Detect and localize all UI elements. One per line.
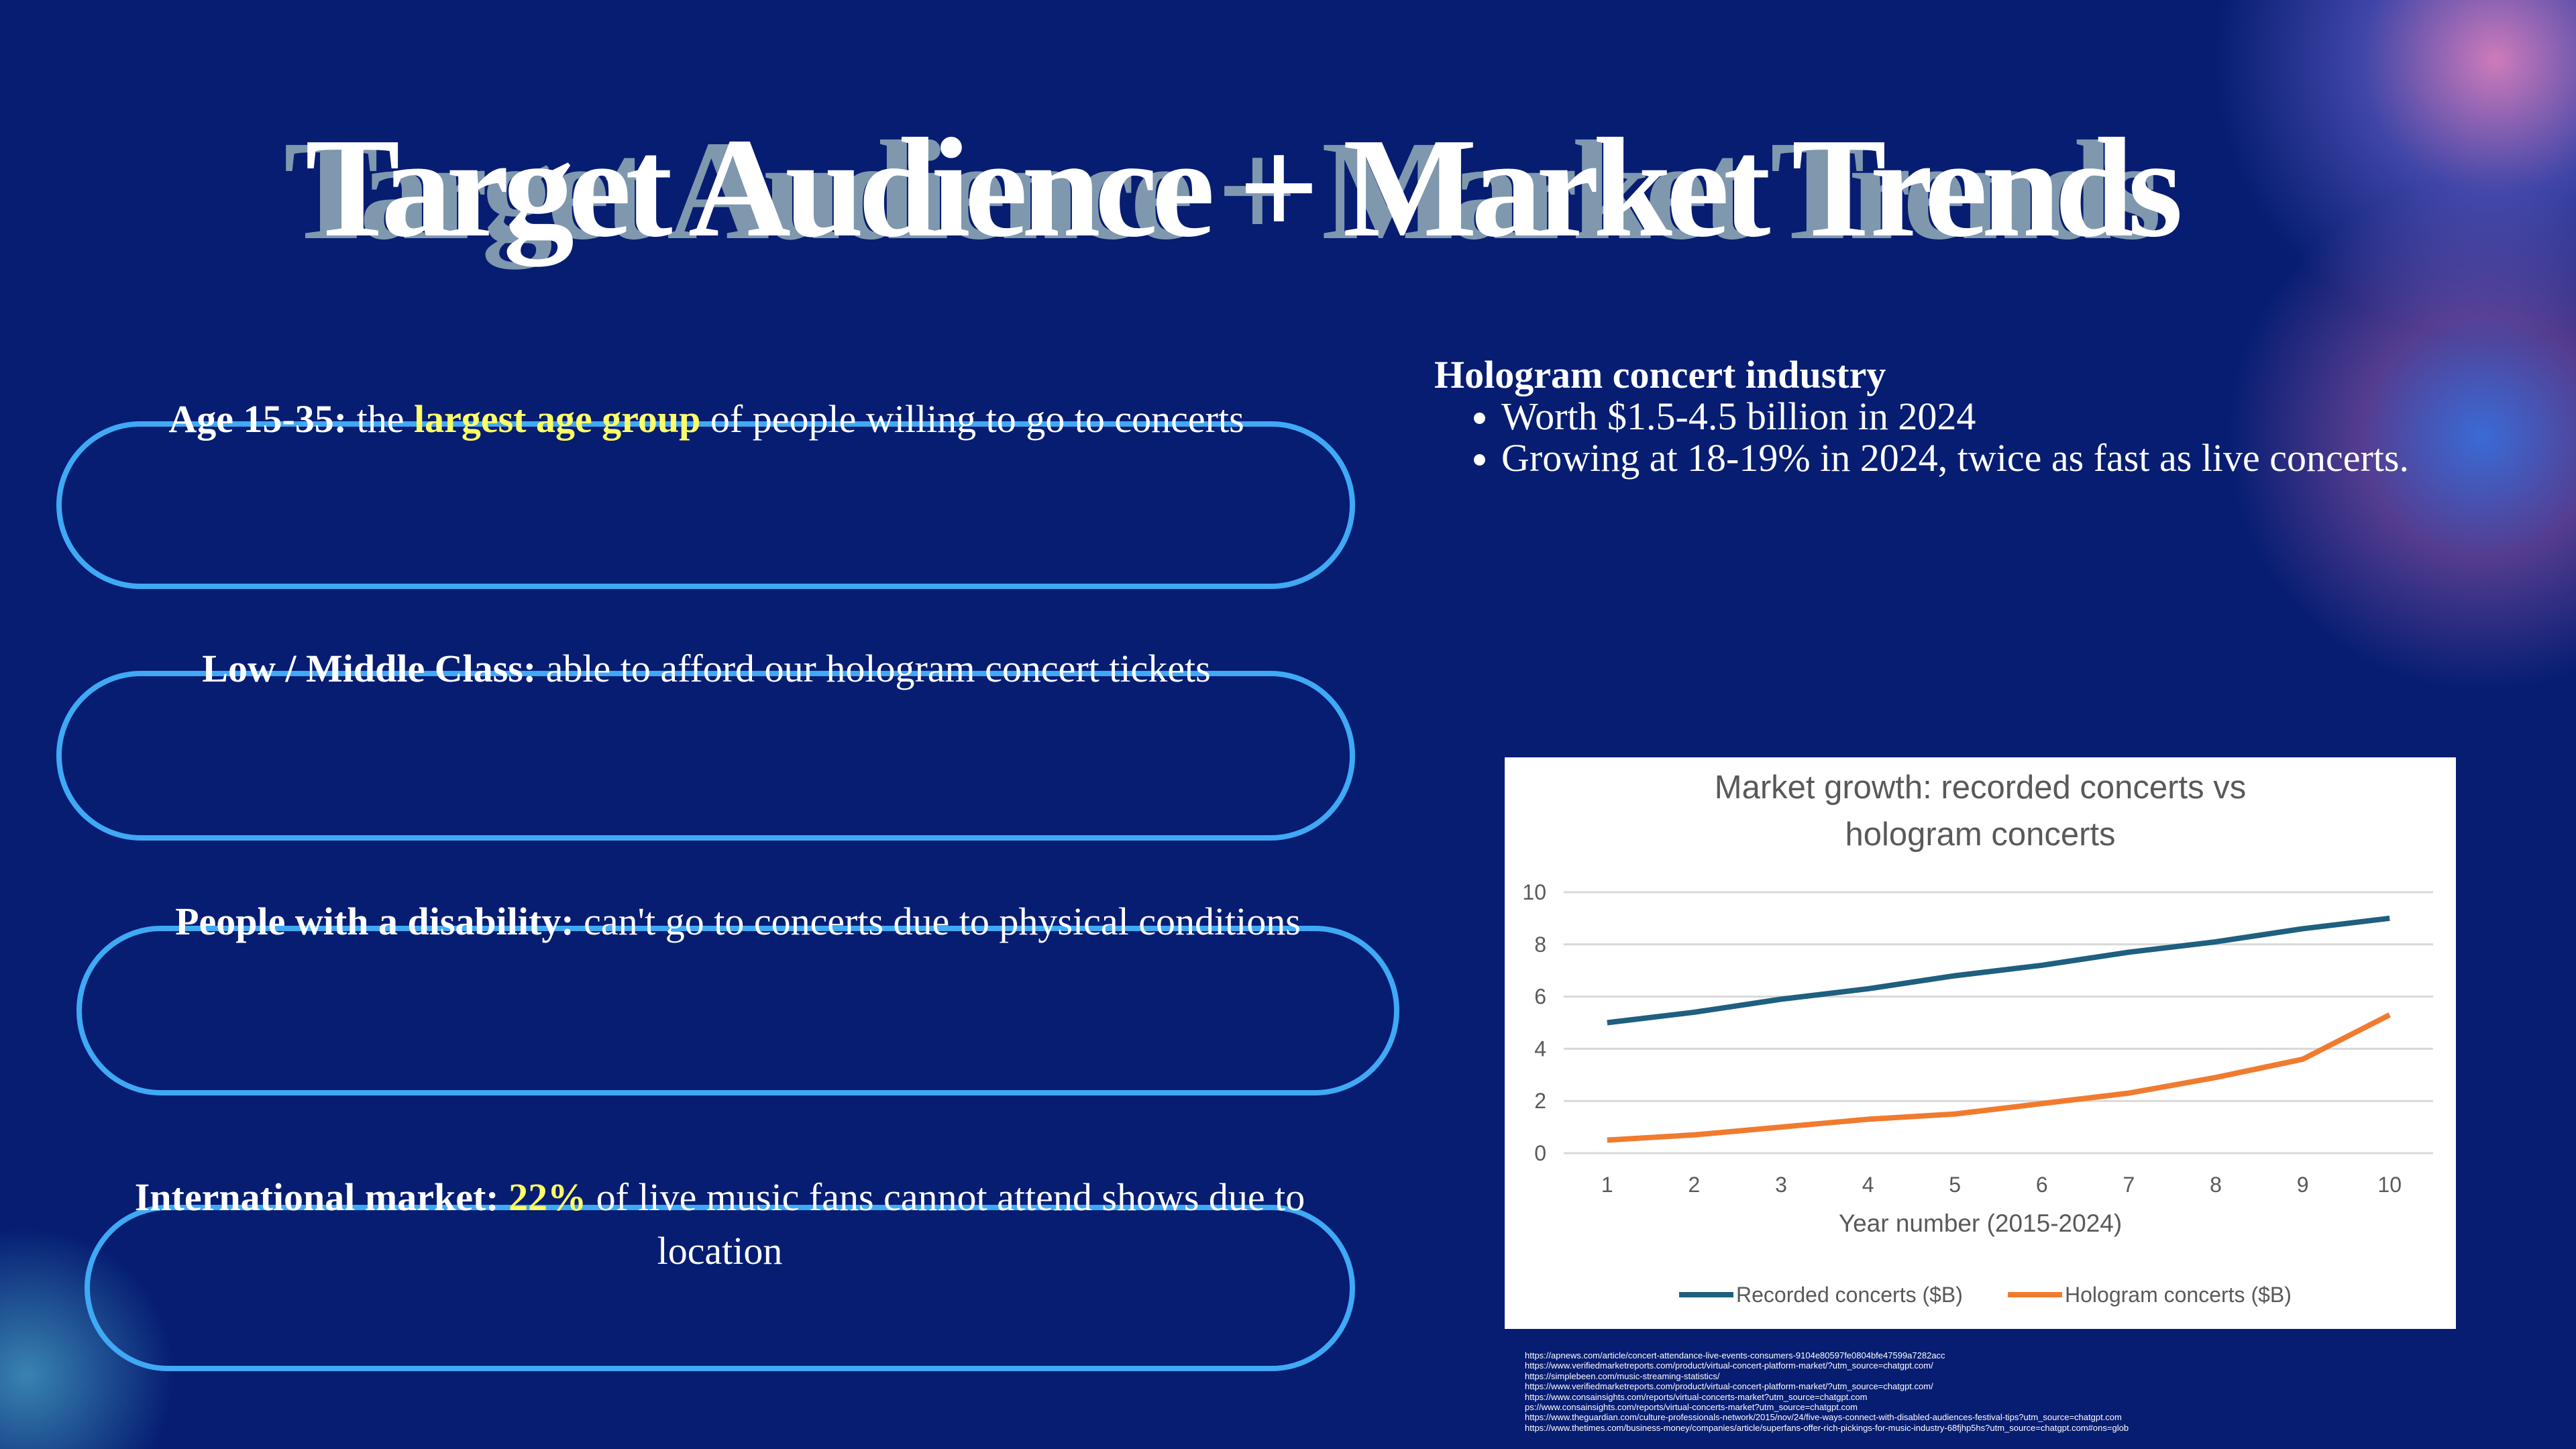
source-url: https://www.consainsights.com/reports/vi… [1525, 1391, 1868, 1402]
text-run [499, 1175, 509, 1219]
source-url: https://www.verifiedmarketreports.com/pr… [1525, 1381, 1933, 1392]
text-run: able to afford our hologram concert tick… [536, 647, 1211, 690]
text-run: the [347, 397, 414, 441]
data-line [1607, 1012, 2392, 1143]
y-tick-label: 10 [1522, 880, 1546, 904]
y-tick-label: 8 [1534, 932, 1546, 957]
audience-item: International market: 22% of live music … [83, 1171, 1357, 1278]
source-url: https://apnews.com/article/concert-atten… [1525, 1350, 1945, 1360]
x-tick-label: 4 [1862, 1173, 1874, 1197]
text-run: of live music fans cannot attend shows d… [586, 1175, 1305, 1273]
audience-item: Low / Middle Class: able to afford our h… [69, 642, 1344, 696]
source-url: https://simplebeen.com/music-streaming-s… [1525, 1371, 1720, 1381]
data-line [1607, 915, 2390, 1026]
pill [56, 671, 1355, 841]
source-url: https://www.thetimes.com/business-money/… [1525, 1422, 2129, 1433]
text-run: 22% [508, 1175, 587, 1219]
text-run: People with a disability: [175, 900, 574, 943]
x-axis-label: Year number (2015-2024) [1839, 1210, 2122, 1237]
x-tick-label: 5 [1949, 1173, 1961, 1197]
source-url: ps://www.consainsights.com/reports/virtu… [1525, 1402, 1858, 1413]
text-run: Age 15-35: [168, 397, 347, 441]
x-tick-label: 6 [2036, 1173, 2048, 1197]
pill [56, 421, 1355, 589]
x-tick-label: 1 [1601, 1173, 1613, 1197]
text-run: International market: [134, 1175, 499, 1219]
x-tick-label: 3 [1775, 1173, 1787, 1197]
chart: Market growth: recorded concerts vs holog… [1522, 769, 2433, 1307]
chart-background [1505, 757, 2456, 1329]
title: Target Audience + Market Trends [305, 109, 2183, 266]
industry-block: Hologram concert industry Worth $1.5-4.5… [1434, 354, 2481, 479]
audience-item: People with a disability: can't go to co… [101, 895, 1375, 949]
text-run: of people willing to go to concerts [700, 397, 1244, 441]
y-tick-label: 2 [1534, 1089, 1546, 1113]
bullet: Worth $1.5-4.5 billion in 2024 [1501, 396, 2481, 437]
y-tick-label: 6 [1534, 985, 1546, 1009]
chart-title: Market growth: recorded concerts vs holog… [1715, 769, 2246, 853]
industry-heading: Hologram concert industry [1434, 353, 1886, 396]
x-tick-label: 8 [2210, 1173, 2222, 1197]
bullet: Growing at 18-19% in 2024, twice as fast… [1501, 437, 2481, 479]
x-tick-label: 2 [1688, 1173, 1701, 1197]
text-run: can't go to concerts due to physical con… [574, 900, 1301, 943]
text-run: largest age group [413, 397, 701, 441]
legend-label: Recorded concerts ($B) [1736, 1283, 1963, 1307]
pill [76, 926, 1399, 1095]
source-url: https://www.theguardian.com/culture-prof… [1525, 1412, 2122, 1423]
sources: https://apnews.com/article/concert-atten… [1525, 1350, 2129, 1433]
chart-title-line: Market growth: recorded concerts vs [1715, 769, 2246, 806]
y-tick-label: 0 [1534, 1141, 1546, 1165]
audience-item: Age 15-35: the largest age group of peop… [69, 392, 1344, 446]
source-url: https://www.verifiedmarketreports.com/pr… [1525, 1360, 1933, 1371]
x-tick-label: 7 [2123, 1173, 2135, 1197]
bullet-list: Worth $1.5-4.5 billion in 2024Growing at… [1434, 396, 2481, 479]
legend-label: Hologram concerts ($B) [2065, 1283, 2292, 1307]
x-tick-label: 10 [2377, 1173, 2402, 1197]
y-tick-label: 4 [1534, 1036, 1546, 1061]
text-run: Low / Middle Class: [202, 647, 537, 690]
pill [85, 1205, 1355, 1371]
chart-title-line: hologram concerts [1845, 816, 2115, 853]
x-tick-label: 9 [2297, 1173, 2309, 1197]
